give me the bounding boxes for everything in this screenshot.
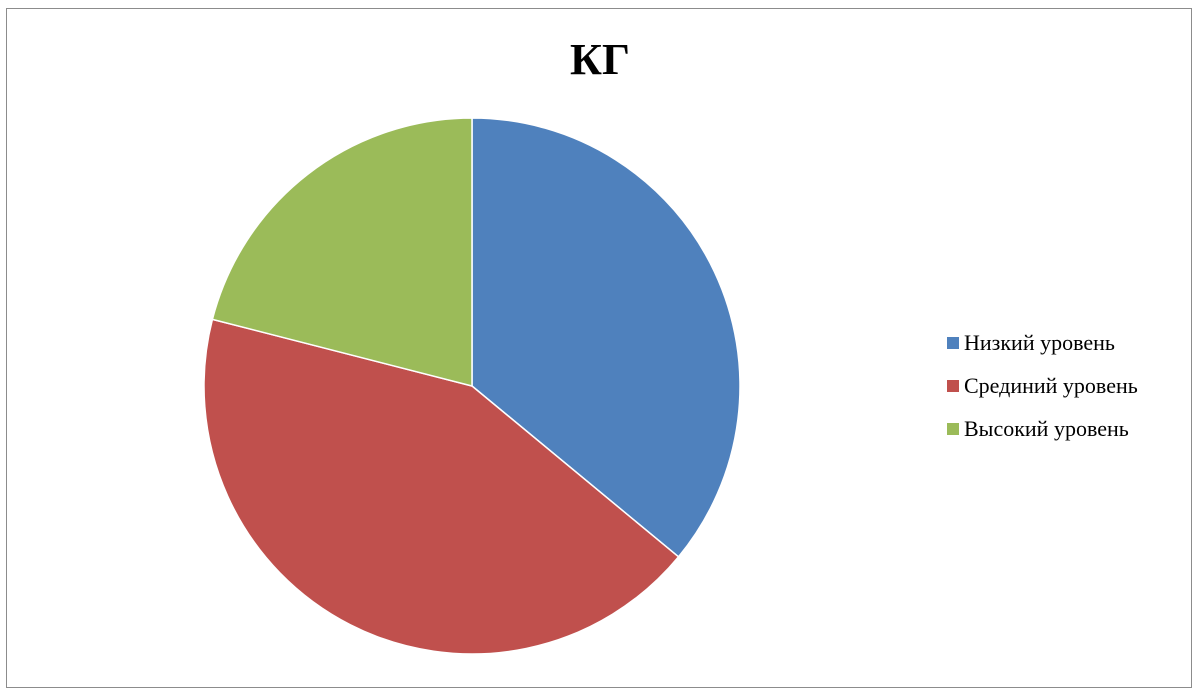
legend-swatch-low: [947, 337, 959, 349]
legend-item-low: Низкий уровень: [947, 330, 1138, 356]
pie-slice-medium: [203, 318, 680, 655]
legend-item-high: Высокий уровень: [947, 416, 1138, 442]
chart-title: КГ: [570, 35, 630, 84]
pie-slice-low: [471, 117, 741, 558]
legend-label-low: Низкий уровень: [964, 330, 1115, 355]
legend-swatch-high: [947, 423, 959, 435]
legend-swatch-medium: [947, 380, 959, 392]
legend-label-medium: Срединий уровень: [964, 373, 1138, 398]
legend-item-medium: Срединий уровень: [947, 373, 1138, 399]
legend: Низкий уровень Срединий уровень Высокий …: [947, 330, 1138, 459]
pie-slice-high: [211, 117, 473, 387]
legend-label-high: Высокий уровень: [964, 416, 1129, 441]
